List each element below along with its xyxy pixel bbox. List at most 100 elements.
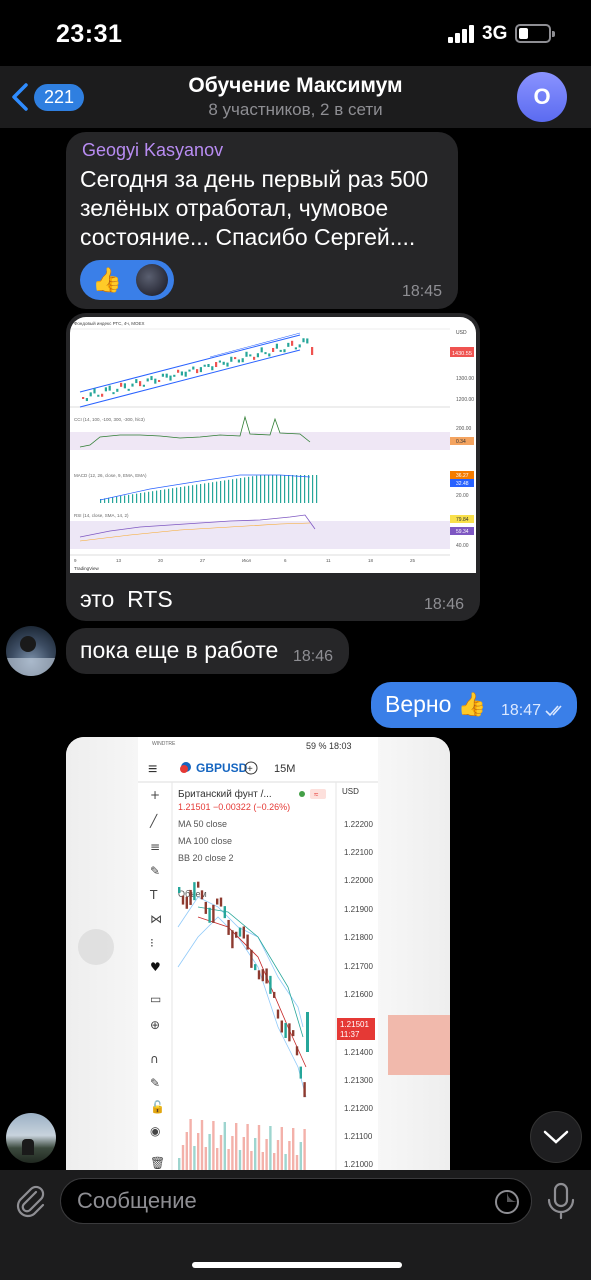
- chat-avatar[interactable]: O: [517, 72, 567, 122]
- macd-bar: [204, 483, 206, 503]
- price-tick-label: 1.21400: [344, 1048, 373, 1057]
- macd-bar: [244, 477, 246, 503]
- macd-bar: [280, 475, 282, 503]
- volume-bar: [303, 1129, 306, 1170]
- candle: [101, 393, 104, 397]
- price-label: 1200.00: [456, 397, 474, 403]
- macd-bar: [220, 481, 222, 503]
- back-button[interactable]: 221: [10, 80, 85, 114]
- toolbar-icon: ◉: [150, 1124, 160, 1138]
- candle: [254, 964, 257, 971]
- volume-bar: [269, 1126, 272, 1170]
- thumbs-up-icon: 👍: [92, 267, 122, 294]
- macd-bar: [228, 479, 230, 503]
- chevron-left-icon: [12, 83, 28, 111]
- volume-bar: [212, 1121, 215, 1170]
- macd-bar: [268, 475, 270, 503]
- candle: [154, 378, 157, 384]
- price-tick-label: 1.22100: [344, 848, 373, 857]
- sticker-icon[interactable]: [493, 1188, 521, 1216]
- price-tick-label: 1.21800: [344, 933, 373, 942]
- macd-bar: [284, 475, 286, 503]
- volume-bar: [295, 1155, 299, 1170]
- candle: [104, 387, 107, 392]
- candle: [135, 379, 138, 384]
- rts-chart-image[interactable]: Фондовый индекс РТС, 4ч, MOEX USD 1430.5…: [70, 317, 476, 573]
- toolbar-icon: ▭: [150, 992, 161, 1006]
- date-tick-label: 13: [116, 558, 122, 563]
- macd-bar: [164, 489, 166, 503]
- macd-bar: [300, 475, 302, 503]
- photo-message[interactable]: WINDTRE 59 % 18:03 ≡ GBPUSD + 15M Британ…: [66, 737, 450, 1170]
- sender-avatar[interactable]: [6, 1113, 56, 1163]
- volume-bar: [254, 1138, 257, 1170]
- cci-value: 200.00: [456, 426, 472, 432]
- sender-name[interactable]: Geogyi Kasyanov: [82, 140, 224, 160]
- candle: [295, 1046, 299, 1056]
- instrument-name: Британский фунт /...: [178, 788, 272, 800]
- outgoing-message[interactable]: Верно 👍 18:47: [371, 682, 577, 728]
- candle: [193, 882, 196, 901]
- volume-bar: [292, 1128, 295, 1170]
- macd-bar: [160, 490, 162, 503]
- macd-bar: [276, 475, 278, 503]
- price-tick-label: 1.21100: [344, 1132, 373, 1141]
- candle: [292, 1030, 295, 1037]
- macd-bar: [312, 475, 314, 503]
- candle: [260, 347, 263, 353]
- macd-bar: [156, 490, 158, 503]
- message-bubble[interactable]: пока еще в работе 18:46: [66, 628, 349, 674]
- candle: [192, 366, 195, 370]
- candle: [200, 890, 204, 900]
- macd-bar: [252, 476, 254, 503]
- rsi-value: 40.00: [456, 543, 469, 549]
- macd-bar: [120, 496, 122, 503]
- candle: [146, 378, 149, 382]
- chat-subtitle: 8 участников, 2 в сети: [208, 100, 383, 119]
- candle: [291, 340, 294, 346]
- price-change: 1.21501 −0.00322 (−0.26%): [178, 802, 290, 812]
- date-tick-label: 11: [326, 558, 331, 563]
- volume-bar: [193, 1146, 196, 1170]
- candle: [280, 1020, 283, 1033]
- message-input[interactable]: [77, 1187, 477, 1215]
- gbpusd-chart-screenshot: WINDTRE 59 % 18:03 ≡ GBPUSD + 15M Британ…: [138, 737, 378, 1170]
- scroll-down-button[interactable]: [530, 1111, 582, 1163]
- volume-bar: [280, 1127, 283, 1170]
- candle: [272, 347, 275, 352]
- toolbar-icon: ✎: [150, 1076, 160, 1090]
- candle: [127, 388, 130, 391]
- candle: [211, 366, 214, 371]
- volume-bar: [299, 1142, 302, 1170]
- reactor-avatar: [136, 264, 168, 296]
- message-bubble[interactable]: Geogyi Kasyanov Сегодня за день первый р…: [66, 132, 458, 309]
- candle: [253, 356, 256, 360]
- reaction-chip[interactable]: 👍: [80, 260, 174, 300]
- chat-title[interactable]: Обучение Максимум: [188, 74, 403, 97]
- toolbar-icon: ╱: [149, 813, 158, 828]
- macd-bar: [176, 487, 178, 503]
- svg-text:+: +: [247, 764, 253, 775]
- volume-bar: [216, 1148, 219, 1170]
- macd-bar: [180, 487, 182, 503]
- price-tick-label: 1.21200: [344, 1104, 373, 1113]
- macd-bar: [104, 498, 106, 503]
- date-tick-label: 6: [284, 558, 287, 563]
- sender-avatar[interactable]: [6, 626, 56, 676]
- macd-bar: [296, 475, 298, 503]
- candle: [306, 338, 309, 344]
- macd-bar: [288, 475, 290, 503]
- toolbar-icon: ♥: [150, 960, 161, 974]
- candle: [223, 906, 226, 919]
- toolbar-icon: ≡: [150, 840, 160, 854]
- date-tick-label: 27: [200, 558, 206, 563]
- microphone-icon[interactable]: [546, 1182, 576, 1220]
- macd-bar: [208, 482, 210, 503]
- candle: [216, 898, 219, 905]
- message-field[interactable]: [60, 1178, 532, 1224]
- volume-bar: [257, 1125, 261, 1170]
- image-message[interactable]: Фондовый индекс РТС, 4ч, MOEX USD 1430.5…: [66, 313, 480, 621]
- paperclip-icon[interactable]: [12, 1182, 48, 1218]
- toolbar-icon: 🔓: [150, 1100, 165, 1114]
- message-time: 18:47: [501, 702, 542, 719]
